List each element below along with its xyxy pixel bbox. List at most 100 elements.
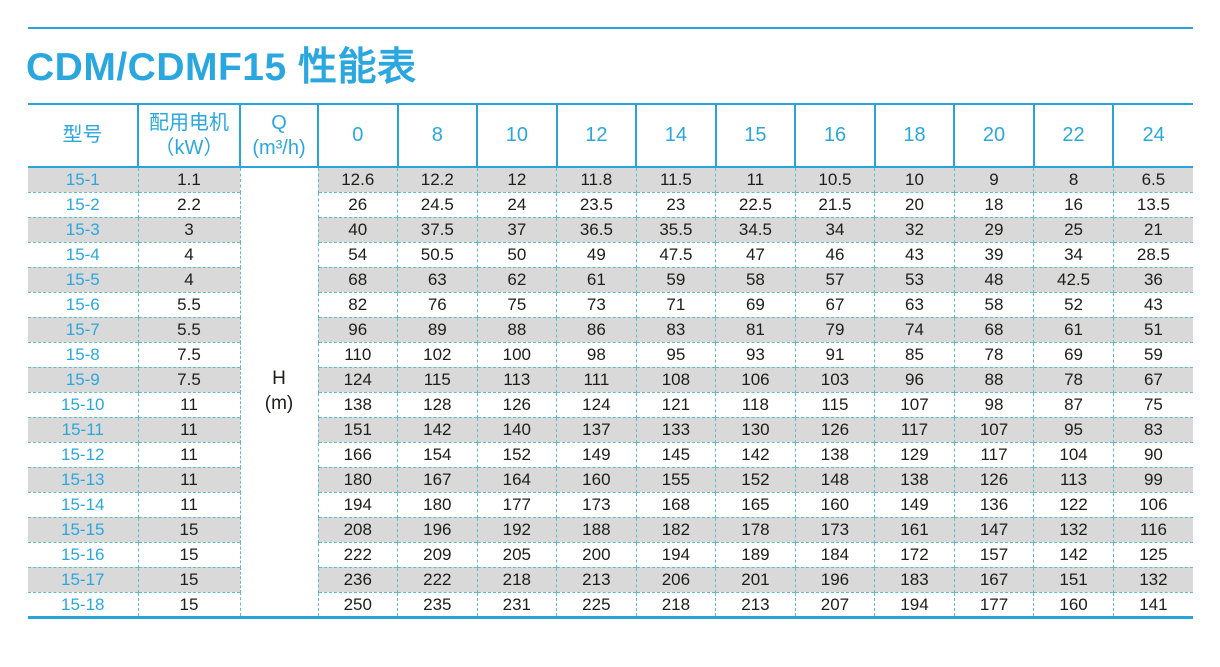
- head-value-cell: 126: [794, 416, 875, 442]
- head-value-cell: 117: [953, 441, 1034, 467]
- head-value-cell: 54: [317, 241, 398, 267]
- head-value-cell: 61: [556, 266, 637, 292]
- head-value-cell: 113: [1033, 466, 1114, 492]
- motor-power-cell: 1.1: [137, 167, 240, 192]
- table-row: 15-5 4 68 63 62 61 59 58 57 53 48 42.5 36: [28, 266, 1193, 292]
- col-header-flow-value: 20: [953, 103, 1034, 168]
- motor-power-cell: 4: [137, 241, 240, 267]
- head-value-cell: 47.5: [635, 241, 716, 267]
- head-value-cell: 12.2: [397, 167, 478, 192]
- table-row: 15-10 11 138 128 126 124 121 118 115 107 98 87 75: [28, 391, 1193, 417]
- table-row: 15-2 2.2 26 24.5 24 23.5 23 22.5 21.5 20 18 16 13.5: [28, 191, 1193, 217]
- head-value-cell: 43: [874, 241, 955, 267]
- head-value-cell: 218: [635, 591, 716, 619]
- col-header-flow-value: 10: [476, 103, 557, 168]
- head-value-cell: 21.5: [794, 191, 875, 217]
- head-value-cell: 8: [1033, 167, 1114, 192]
- head-value-cell: 69: [1033, 341, 1114, 367]
- head-value-cell: 76: [397, 291, 478, 317]
- model-cell: 15-7: [28, 316, 138, 342]
- table-row: 15-12 11 166 154 152 149 145 142 138 129 117 104 90: [28, 441, 1193, 467]
- motor-power-cell: 5.5: [137, 291, 240, 317]
- head-value-cell: 222: [397, 566, 478, 592]
- head-value-cell: 125: [1112, 541, 1193, 567]
- head-value-cell: 183: [874, 566, 955, 592]
- motor-power-cell: 3: [137, 216, 240, 242]
- head-value-cell: 213: [556, 566, 637, 592]
- head-value-cell: 177: [476, 491, 557, 517]
- head-value-cell: 128: [397, 391, 478, 417]
- head-value-cell: 189: [715, 541, 796, 567]
- table-row: 15-7 5.5 96 89 88 86 83 81 79 74 68 61 51: [28, 316, 1193, 342]
- head-value-cell: 200: [556, 541, 637, 567]
- model-cell: 15-16: [28, 541, 138, 567]
- head-value-cell: 236: [317, 566, 398, 592]
- col-header-flow-value: 18: [873, 103, 955, 168]
- col-header-flow-value: 8: [396, 103, 478, 168]
- head-value-cell: 142: [1033, 541, 1114, 567]
- head-value-cell: 147: [953, 516, 1034, 542]
- model-cell: 15-14: [28, 491, 138, 517]
- motor-power-cell: 11: [137, 416, 240, 442]
- head-value-cell: 62: [476, 266, 557, 292]
- head-value-cell: 12: [476, 167, 557, 192]
- head-value-cell: 126: [476, 391, 557, 417]
- head-value-cell: 22.5: [715, 191, 796, 217]
- head-value-cell: 34: [794, 216, 875, 242]
- head-value-cell: 196: [794, 566, 875, 592]
- head-value-cell: 108: [635, 366, 716, 392]
- head-value-cell: 208: [317, 516, 398, 542]
- table-body: 15-1 1.1 H (m) 12.6 12.2 12 11.8 11.5 11 10.5 10 9 8 6…: [28, 167, 1193, 619]
- head-value-cell: 98: [953, 391, 1034, 417]
- motor-power-cell: 15: [137, 591, 240, 619]
- head-value-cell: 184: [794, 541, 875, 567]
- head-value-cell: 42.5: [1033, 266, 1114, 292]
- head-value-cell: 37.5: [397, 216, 478, 242]
- table-row: 15-6 5.5 82 76 75 73 71 69 67 63 58 52 43: [28, 291, 1193, 317]
- head-value-cell: 149: [874, 491, 955, 517]
- head-value-cell: 12.6: [317, 167, 398, 192]
- head-value-cell: 34: [1033, 241, 1114, 267]
- table-row: 15-9 7.5 124 115 113 111 108 106 103 96 88 78 67: [28, 366, 1193, 392]
- head-value-cell: 35.5: [635, 216, 716, 242]
- motor-power-cell: 11: [137, 441, 240, 467]
- head-value-cell: 124: [556, 391, 637, 417]
- head-value-cell: 90: [1112, 441, 1193, 467]
- head-value-cell: 79: [794, 316, 875, 342]
- head-value-cell: 89: [397, 316, 478, 342]
- motor-header-line1: 配用电机: [149, 111, 229, 134]
- head-value-cell: 36.5: [556, 216, 637, 242]
- top-divider: [28, 27, 1193, 29]
- head-value-cell: 194: [874, 591, 955, 619]
- head-value-cell: 88: [953, 366, 1034, 392]
- head-value-cell: 103: [794, 366, 875, 392]
- head-value-cell: 225: [556, 591, 637, 619]
- head-unit-line1: H: [272, 368, 286, 390]
- head-value-cell: 36: [1112, 266, 1193, 292]
- motor-power-cell: 11: [137, 466, 240, 492]
- model-cell: 15-15: [28, 516, 138, 542]
- head-value-cell: 9: [953, 167, 1034, 192]
- head-value-cell: 16: [1033, 191, 1114, 217]
- head-value-cell: 106: [1112, 491, 1193, 517]
- head-value-cell: 100: [476, 341, 557, 367]
- head-value-cell: 145: [635, 441, 716, 467]
- head-value-cell: 129: [874, 441, 955, 467]
- head-value-cell: 20: [874, 191, 955, 217]
- head-value-cell: 50.5: [397, 241, 478, 267]
- head-value-cell: 167: [953, 566, 1034, 592]
- head-value-cell: 18: [953, 191, 1034, 217]
- head-value-cell: 59: [1112, 341, 1193, 367]
- head-value-cell: 231: [476, 591, 557, 619]
- head-value-cell: 149: [556, 441, 637, 467]
- head-value-cell: 155: [635, 466, 716, 492]
- head-value-cell: 115: [397, 366, 478, 392]
- col-header-flow-value: 22: [1032, 103, 1114, 168]
- head-value-cell: 6.5: [1112, 167, 1193, 192]
- table-row: 15-17 15 236 222 218 213 206 201 196 183 167 151 132: [28, 566, 1193, 592]
- head-value-cell: 148: [794, 466, 875, 492]
- head-value-cell: 180: [317, 466, 398, 492]
- col-header-flow-value: 12: [555, 103, 637, 168]
- col-header-flow: Q (m³/h): [239, 103, 318, 168]
